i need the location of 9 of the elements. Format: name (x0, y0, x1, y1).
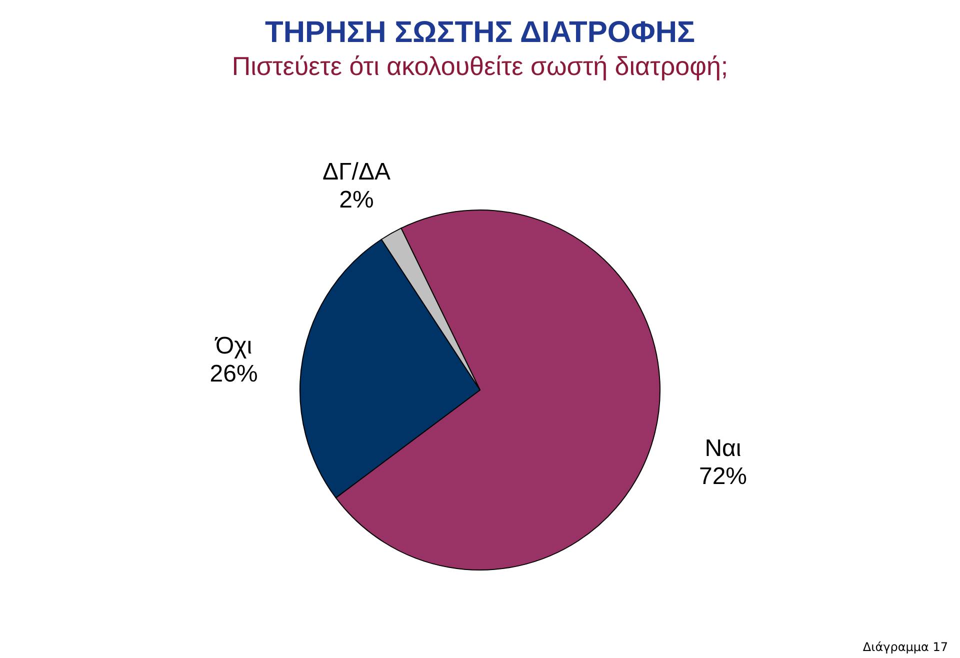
chart-title: ΤΗΡΗΣΗ ΣΩΣΤΗΣ ΔΙΑΤΡΟΦΗΣ (265, 16, 695, 49)
data-label: 26% (210, 360, 258, 388)
chart-subtitle: Πιστεύετε ότι ακολουθείτε σωστή διατροφή; (232, 51, 728, 81)
slice-label: Ναι (704, 434, 742, 462)
slice-label: ΔΓ/ΔΑ (322, 158, 390, 186)
data-label: 2% (339, 186, 374, 214)
text: Διάγραμμα 17 (862, 640, 948, 654)
data-label: 72% (698, 462, 748, 490)
slice-label: Όχι (214, 332, 252, 360)
